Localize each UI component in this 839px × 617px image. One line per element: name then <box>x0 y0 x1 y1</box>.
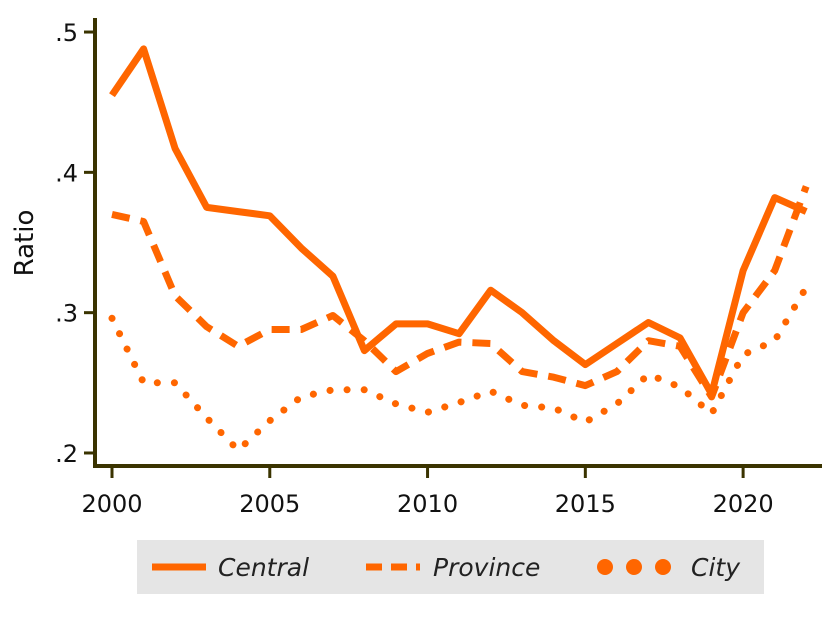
x-ticks: 2000 2005 2010 2015 2020 <box>81 466 774 518</box>
axes-layer <box>93 18 822 468</box>
legend-label-central: Central <box>218 553 309 582</box>
y-tick-label: .4 <box>55 159 78 187</box>
y-tick-label: .2 <box>55 440 78 468</box>
x-tick-label: 2010 <box>397 490 458 518</box>
legend: Central Province City <box>137 540 764 594</box>
legend-key-city <box>597 559 671 575</box>
y-tick-label: .5 <box>55 19 78 47</box>
series-line-central <box>109 45 808 398</box>
series-line-city <box>108 283 810 454</box>
y-tick-label: .3 <box>55 300 78 328</box>
x-tick-label: 2015 <box>555 490 616 518</box>
x-tick-label: 2000 <box>81 490 142 518</box>
series-layer <box>108 45 810 454</box>
legend-label-province: Province <box>433 553 540 582</box>
series-line-province <box>111 185 810 401</box>
y-ticks: .2 .3 .4 .5 <box>55 19 95 468</box>
x-tick-label: 2005 <box>239 490 300 518</box>
y-axis-title: Ratio <box>10 210 40 277</box>
legend-label-city: City <box>691 553 741 582</box>
x-tick-label: 2020 <box>713 490 774 518</box>
